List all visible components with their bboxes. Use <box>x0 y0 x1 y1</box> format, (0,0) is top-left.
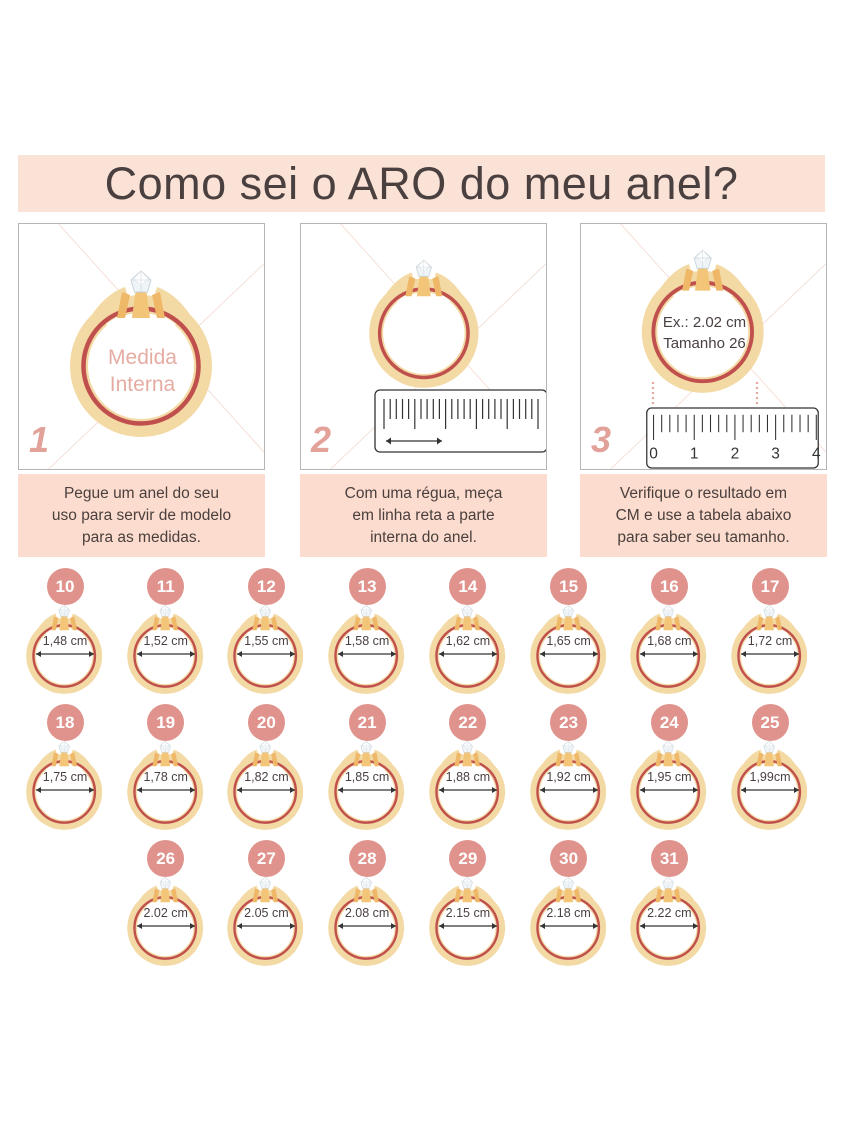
svg-text:4: 4 <box>812 445 821 462</box>
svg-text:0: 0 <box>649 445 658 462</box>
svg-text:2: 2 <box>731 445 740 462</box>
svg-text:1: 1 <box>690 445 699 462</box>
svg-text:3: 3 <box>771 445 780 462</box>
